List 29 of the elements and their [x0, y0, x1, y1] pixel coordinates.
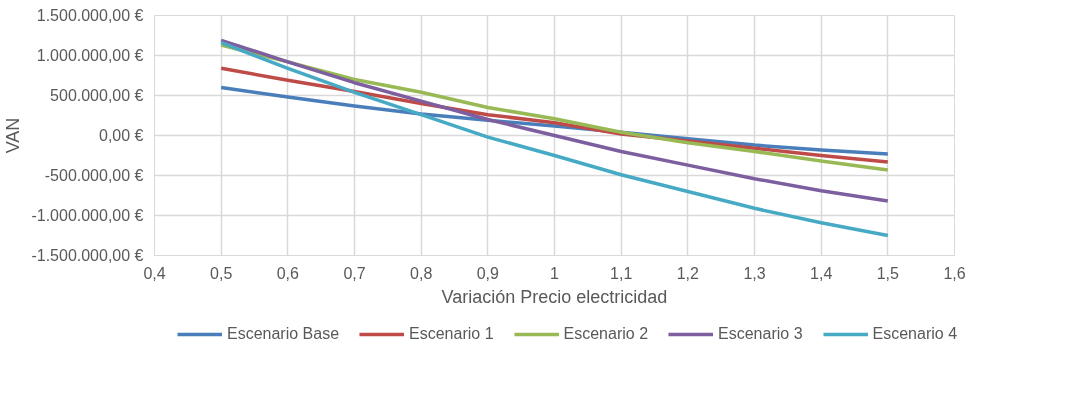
legend-label: Escenario Base: [226, 325, 340, 343]
x-axis-title: Variación Precio electricidad: [441, 286, 668, 307]
y-tick-label: 1.500.000,00 €: [36, 7, 144, 24]
y-tick-label: -1.500.000,00 €: [31, 247, 144, 264]
line-series: [219, 40, 890, 238]
x-tick-label: 1,5: [876, 264, 900, 282]
x-tick-label: 1,1: [610, 264, 633, 282]
x-tick-label: 0,9: [476, 264, 500, 282]
y-tick-label: -1.000.000,00 €: [31, 207, 144, 224]
x-tick-label: 0,8: [410, 264, 433, 282]
legend-label: Escenario 4: [872, 325, 958, 343]
y-axis-title: VAN: [3, 117, 24, 154]
y-tick-label: 500.000,00 €: [50, 87, 144, 104]
y-tick-label: 1.000.000,00 €: [36, 47, 144, 64]
legend-label: Escenario 1: [409, 325, 494, 343]
x-tick-label: 1,4: [810, 264, 833, 282]
x-tick-label: 0,6: [276, 264, 300, 282]
x-tick-label: 1: [550, 264, 560, 282]
line-series: [219, 38, 890, 203]
y-tick-label: 0,00 €: [99, 127, 144, 144]
x-tick-label: 1,2: [676, 264, 700, 282]
y-tick-label: -500.000,00 €: [44, 167, 144, 184]
legend-label: Escenario 3: [718, 325, 803, 343]
x-tick-label: 1,3: [743, 264, 766, 282]
x-tick-label: 0,7: [343, 264, 366, 282]
x-tick-label: 0,5: [210, 264, 233, 282]
legend-label: Escenario 2: [563, 325, 649, 343]
x-tick-label: 1,6: [943, 264, 966, 282]
x-tick-label: 0,4: [143, 264, 166, 282]
